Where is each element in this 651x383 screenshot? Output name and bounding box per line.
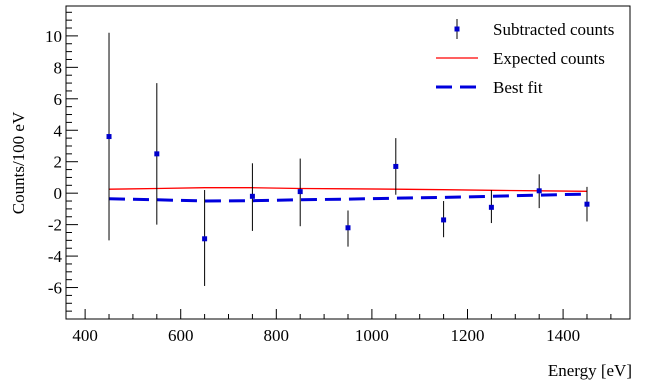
y-tick-label: 10 xyxy=(45,27,62,46)
data-point xyxy=(536,188,542,194)
y-tick-label: 2 xyxy=(54,153,63,172)
y-axis-label: Counts/100 eV xyxy=(9,111,28,214)
y-tick-label: 6 xyxy=(54,90,63,109)
data-point xyxy=(441,217,447,223)
x-tick-label: 800 xyxy=(264,326,290,345)
legend-point-marker xyxy=(454,26,460,32)
y-tick-label: -2 xyxy=(48,216,62,235)
x-tick-label: 1400 xyxy=(546,326,580,345)
best-fit-line xyxy=(108,192,588,203)
axis-ticks: 400 600 800 1000 1200 1400 -6 -4 -2 0 2 4 6 8 10 xyxy=(45,11,612,345)
y-tick-label: 8 xyxy=(54,58,63,77)
data-point xyxy=(488,204,494,210)
legend-label: Subtracted counts xyxy=(493,20,614,39)
expected-counts-line xyxy=(108,187,588,192)
data-point xyxy=(393,163,399,169)
legend-label: Expected counts xyxy=(493,49,605,68)
x-tick-label: 1200 xyxy=(450,326,484,345)
data-point xyxy=(106,134,112,140)
x-tick-label: 1000 xyxy=(355,326,389,345)
data-point xyxy=(202,236,208,242)
x-tick-label: 400 xyxy=(72,326,98,345)
data-point xyxy=(345,225,351,231)
x-axis-label: Energy [eV] xyxy=(548,361,632,380)
data-point xyxy=(584,201,590,207)
y-tick-label: -6 xyxy=(48,279,62,298)
series-layer xyxy=(106,32,590,286)
y-tick-label: 4 xyxy=(54,121,63,140)
data-point xyxy=(249,193,255,199)
y-tick-label: -4 xyxy=(48,247,63,266)
legend-label: Best fit xyxy=(493,78,543,97)
data-point xyxy=(297,189,303,195)
y-tick-label: 0 xyxy=(54,184,63,203)
x-tick-label: 600 xyxy=(168,326,194,345)
legend: Subtracted counts Expected counts Best fit xyxy=(436,19,614,97)
data-point xyxy=(154,151,160,157)
